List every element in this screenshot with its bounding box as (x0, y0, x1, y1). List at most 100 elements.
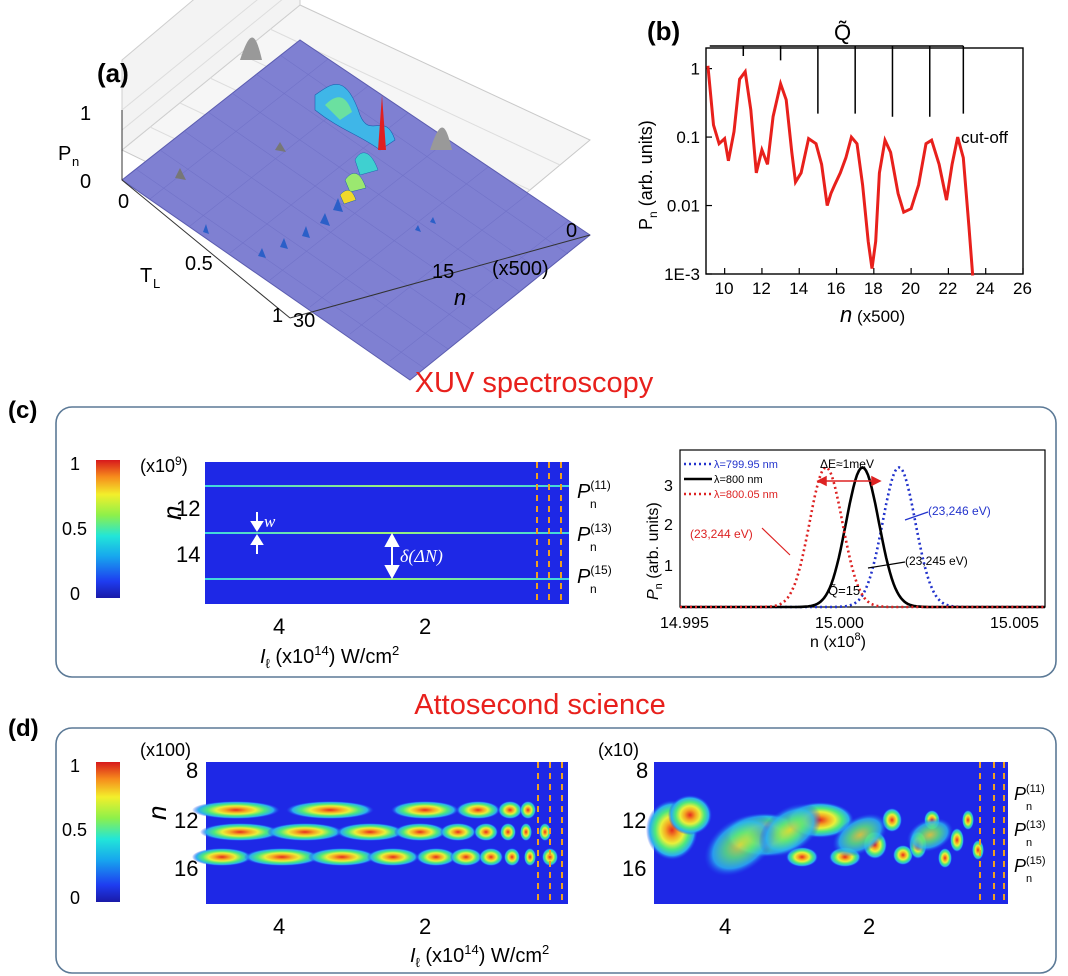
svg-text:P(15): P(15) (577, 563, 612, 588)
section-c-xlabel-post: ) W/cm (329, 646, 392, 668)
section-d-p15: P (1014, 856, 1026, 876)
section-d-left-ylabel: n (142, 806, 172, 820)
panel-b-x-tick-12: 12 (752, 279, 771, 298)
section-c-spectrum-frame (679, 449, 1046, 608)
section-c-x-tick-4: 4 (273, 614, 285, 639)
section-c-ann-red: (23,244 eV) (690, 527, 753, 541)
section-c-spec-y-tick-2: 2 (664, 517, 673, 534)
panel-a-n-tick-30: 30 (293, 310, 315, 332)
section-c-spec-xlabel-end: ) (861, 634, 866, 651)
section-d-cb-tick-1: 1 (70, 756, 80, 776)
section-d-p15-sub: n (1026, 873, 1032, 885)
section-d-right-blobs (646, 795, 984, 877)
section-c-cb-tick-0: 0 (70, 584, 80, 604)
panel-b-frame (705, 47, 1024, 275)
section-c-ann-red-arrow (761, 527, 791, 556)
heatmap-blob (539, 823, 551, 841)
section-c-delta-marker (384, 532, 400, 580)
heatmap-blob (500, 823, 516, 841)
section-c-cb-tick-1: 1 (70, 454, 80, 474)
section-d-cb-tick-05: 0.5 (62, 820, 87, 840)
panel-a-z-tick-1: 1 (80, 103, 91, 125)
section-d-frame (55, 727, 1057, 974)
section-c-ann-black-arrow (867, 561, 906, 569)
panel-a-back-wall-left (121, 0, 301, 152)
panel-b-label: (b) (647, 16, 680, 46)
heatmap-blob (367, 848, 419, 866)
section-c-w-label: w (264, 512, 276, 531)
section-c-map-dashes (536, 462, 562, 604)
section-d-right-x-tick-4: 4 (719, 914, 731, 939)
panel-b-ylabel-main: P (636, 218, 656, 230)
legend-item-1: λ=799.95 nm (714, 459, 778, 471)
section-d-right-dashes (979, 762, 1005, 904)
section-d-p11-sup: (11) (1026, 783, 1045, 795)
heatmap-blob (336, 823, 404, 841)
section-d-left-y-scale: (x100) (140, 740, 191, 760)
section-c-ylabel: n (157, 506, 187, 520)
section-c-ann-blue-arrow (904, 511, 929, 521)
section-c-y-scale-end: ) (182, 456, 188, 476)
panel-a-t-tick-0: 0 (118, 191, 129, 213)
panel-a-peaks (175, 37, 452, 258)
heatmap-ridge (832, 813, 888, 857)
svg-text:n (x108): n (x108) (810, 631, 866, 651)
panel-b-x-tick-16: 16 (827, 279, 846, 298)
section-c-spec-ticks: 14.995 15.000 15.005 1 2 3 (660, 478, 1039, 632)
section-c-right-labels: P(11) n P(13) n P(15) n (577, 478, 612, 596)
panel-b-x-tick-22: 22 (938, 279, 957, 298)
section-d-p15-sup: (15) (1026, 855, 1046, 867)
section-c-spectrum-ylabel: Pn (arb. units) (645, 502, 665, 600)
heatmap-blob (498, 801, 522, 819)
heatmap-blob (244, 848, 320, 866)
legend-item-3: λ=800.05 nm (714, 489, 778, 501)
section-c-spectrum-legend: λ=799.95 nm λ=800 nm λ=800.05 nm (684, 459, 778, 501)
heatmap-blob (972, 840, 984, 860)
heatmap-blob (200, 823, 280, 841)
heatmap-blob (286, 801, 374, 819)
section-c-p13-sub: n (590, 540, 597, 554)
section-c-xlabel-pre: I (260, 646, 266, 668)
section-c-spec-ylabel-rest: (arb. units) (645, 502, 662, 583)
section-d-left-x-tick-4: 4 (273, 914, 285, 939)
panel-b: (b) 10 12 14 16 18 20 22 24 26 1 0.1 0.01 1E-3 Q̃ cu… (636, 16, 1032, 327)
section-c-y-tick-12: 12 (176, 496, 200, 521)
heatmap-ridge (906, 817, 954, 853)
section-c-p13: P (577, 524, 591, 546)
panel-a-n-tick-15: 15 (432, 261, 454, 283)
heatmap-blob (440, 823, 476, 841)
section-d-left-y-tick-16: 16 (174, 856, 198, 881)
section-c-p11-sup: (11) (590, 478, 610, 492)
panel-a-n-tick-0: 0 (566, 220, 577, 242)
section-d-left-blobs (192, 801, 558, 866)
section-c-spec-ylabel-sub: n (653, 583, 665, 589)
section-d-xlabel-exp: 14 (464, 942, 478, 957)
panel-b-x-tick-26: 26 (1013, 279, 1032, 298)
section-d-p11: P (1014, 784, 1026, 804)
panel-b-x-tick-20: 20 (901, 279, 920, 298)
section-d-xlabel-post: ) W/cm (479, 945, 542, 967)
section-c-p15-sub: n (590, 582, 597, 596)
panel-a-t-sub: L (153, 276, 160, 291)
section-c-spec-x-tick-3: 15.005 (990, 615, 1039, 632)
heatmap-blob (267, 823, 343, 841)
heatmap-blob (474, 823, 498, 841)
section-c-colorbar (96, 460, 120, 598)
section-c-x-tick-2: 2 (419, 614, 431, 639)
panel-b-q-markers (709, 45, 965, 117)
section-c-xlabel-exp: 14 (314, 643, 328, 658)
section-c-map-line-15 (205, 578, 569, 580)
panel-a-t-tick-1: 1 (272, 305, 283, 327)
heatmap-blob (391, 801, 459, 819)
svg-text:P(11): P(11) (577, 478, 611, 503)
heatmap-blob (962, 810, 974, 830)
panel-b-ylabel-sub: n (646, 211, 660, 218)
section-c-xlabel-mid: (x10 (270, 646, 314, 668)
svg-text:Iℓ (x1014) W/cm2: Iℓ (x1014) W/cm2 (410, 942, 549, 970)
panel-b-y-axis-label: Pn (arb. units) (636, 120, 660, 230)
panel-a-n-label: n (454, 285, 466, 310)
panel-b-x-tick-14: 14 (789, 279, 808, 298)
heatmap-blob (192, 801, 280, 819)
panel-b-xlabel-scale: (x500) (852, 307, 905, 326)
